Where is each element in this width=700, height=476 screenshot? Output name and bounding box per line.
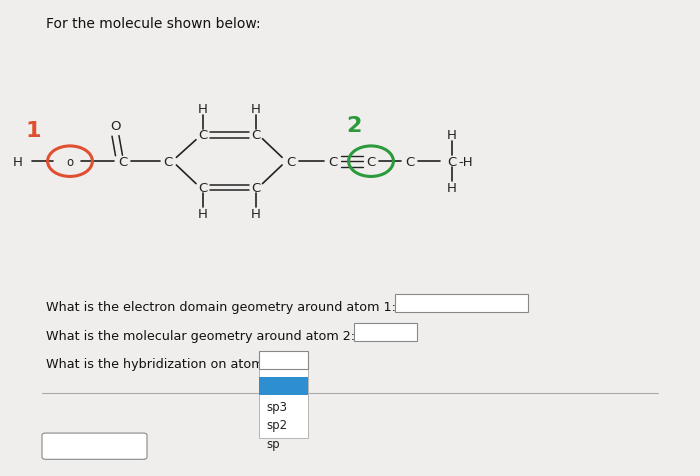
Text: H: H	[447, 129, 456, 142]
Text: Previous page: Previous page	[53, 440, 136, 453]
Text: H: H	[198, 208, 208, 221]
FancyBboxPatch shape	[259, 377, 308, 395]
Text: C: C	[286, 155, 295, 169]
Text: C: C	[328, 155, 337, 169]
Text: ÷: ÷	[403, 327, 413, 337]
Text: 2: 2	[346, 116, 361, 136]
Text: sp: sp	[266, 436, 279, 450]
Text: sp3: sp3	[266, 400, 287, 414]
Text: 1: 1	[26, 121, 41, 141]
Text: H: H	[251, 103, 260, 116]
Text: H: H	[251, 208, 260, 221]
FancyBboxPatch shape	[395, 295, 528, 313]
Text: ÷: ÷	[295, 355, 304, 365]
Text: C: C	[163, 155, 173, 169]
Text: sp2: sp2	[266, 418, 287, 432]
Text: C: C	[447, 155, 456, 169]
Text: C: C	[118, 155, 127, 169]
Text: H: H	[198, 103, 208, 116]
Text: C: C	[198, 129, 208, 142]
Text: C: C	[251, 129, 260, 142]
Text: What is the hybridization on atom 2:: What is the hybridization on atom 2:	[46, 357, 279, 371]
Text: For the molecule shown below:: For the molecule shown below:	[46, 17, 260, 31]
Text: C: C	[366, 155, 376, 169]
Text: o: o	[66, 155, 74, 169]
Text: H: H	[13, 155, 22, 169]
Text: H: H	[447, 181, 456, 195]
Text: C: C	[198, 181, 208, 195]
Text: -H: -H	[458, 155, 472, 169]
FancyBboxPatch shape	[259, 351, 308, 369]
Text: What is the molecular geometry around atom 2:: What is the molecular geometry around at…	[46, 329, 355, 342]
Text: ÷: ÷	[515, 299, 525, 308]
Text: What is the electron domain geometry around atom 1:: What is the electron domain geometry aro…	[46, 300, 395, 314]
Text: C: C	[405, 155, 414, 169]
Text: C: C	[251, 181, 260, 195]
FancyBboxPatch shape	[354, 323, 416, 341]
Text: O: O	[110, 119, 120, 133]
FancyBboxPatch shape	[259, 369, 308, 438]
FancyBboxPatch shape	[42, 433, 147, 459]
